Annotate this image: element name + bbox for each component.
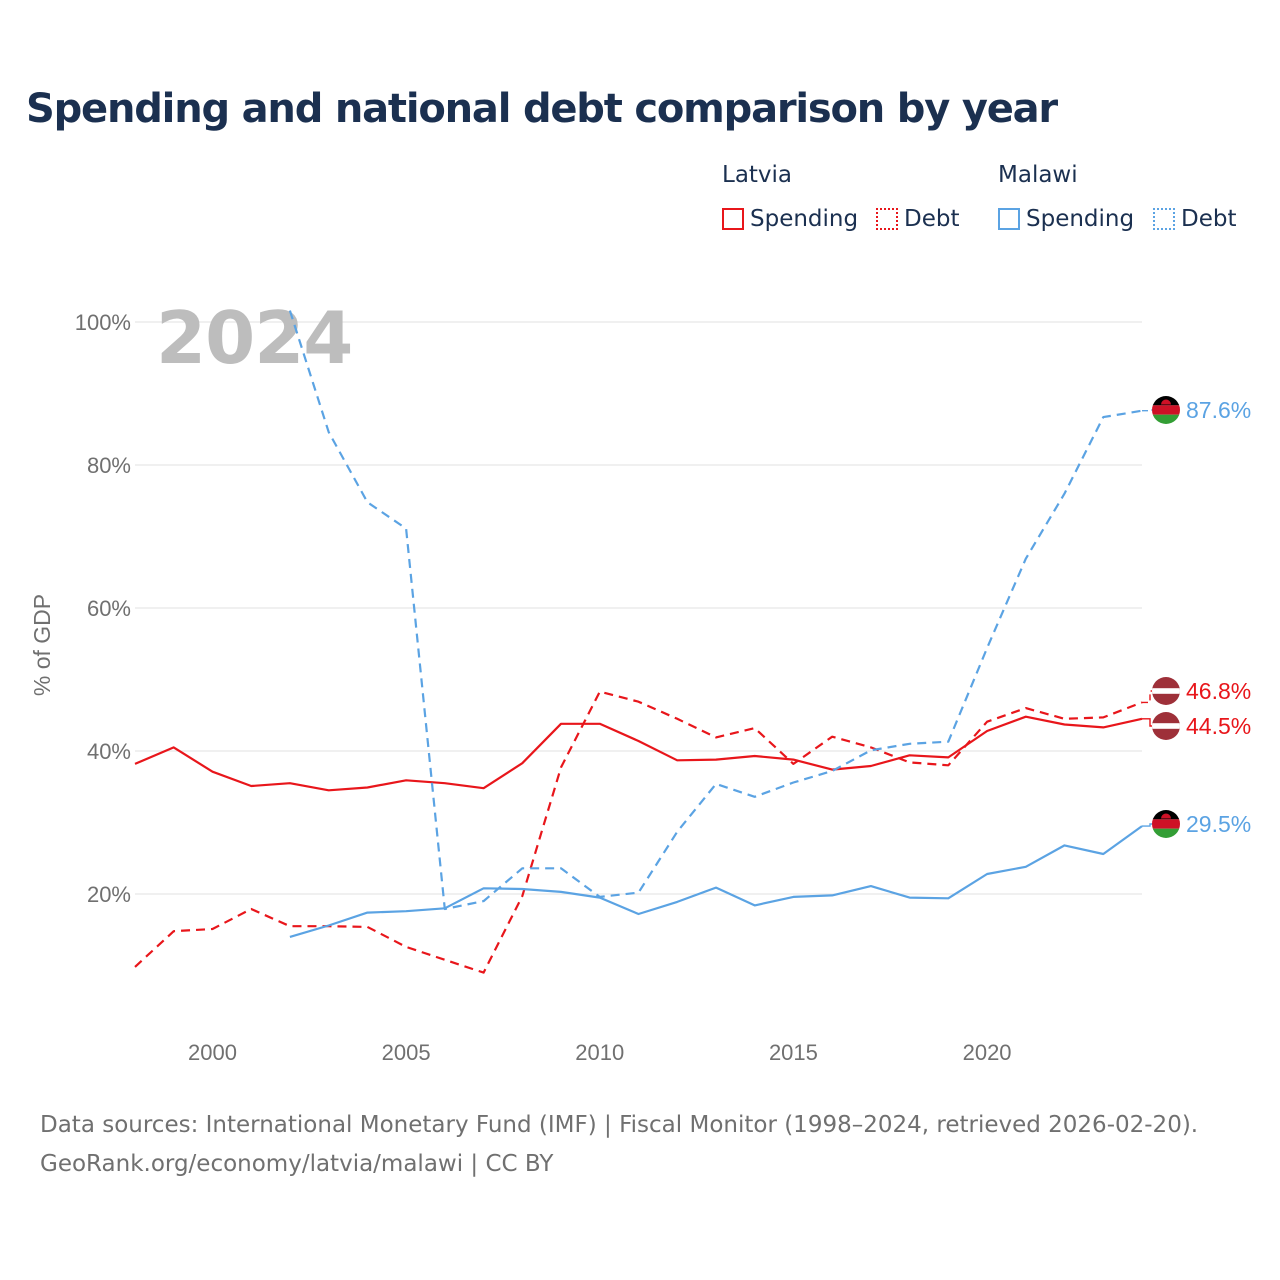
legend-label: Spending [1026,206,1135,232]
legend-swatch-solid [998,208,1020,230]
end-value-label: 29.5% [1186,811,1251,837]
footer: Data sources: International Monetary Fun… [40,1106,1198,1184]
data-source-note: Data sources: International Monetary Fun… [40,1112,1199,1138]
legend-swatch-solid [722,208,744,230]
legend-label: Spending [750,206,859,232]
x-tick-label: 2005 [382,1040,431,1065]
end-label-connector [1142,823,1152,827]
flag-malawi-icon [1152,810,1180,838]
x-axis: 2000 2005 2010 2015 2020 [188,1040,1012,1065]
legend-group-malawi: Malawi [998,162,1078,188]
series-line-latvia-spending[interactable] [134,715,1143,792]
end-value-label: 46.8% [1186,678,1251,704]
legend-latvia-spending[interactable]: Spending [722,204,858,234]
y-tick-label: 60% [87,596,131,621]
flag-latvia-icon [1152,677,1180,705]
x-tick-label: 2020 [963,1040,1012,1065]
legend-swatch-dotted [876,208,898,230]
legend-swatch-dotted [1153,208,1175,230]
end-value-label: 44.5% [1186,713,1251,739]
y-tick-label: 100% [75,310,131,335]
year-watermark: 2024 [156,296,352,380]
legend-label: Debt [1181,206,1237,232]
series [134,310,1143,974]
series-line-latvia-debt[interactable] [134,690,1143,974]
attribution: GeoRank.org/economy/latvia/malawi | CC B… [40,1151,554,1177]
y-tick-label: 80% [87,453,131,478]
legend-malawi-spending[interactable]: Spending [998,204,1134,234]
legend-malawi-debt[interactable]: Debt [1153,204,1236,234]
gridlines [135,321,1142,895]
flag-malawi-icon [1152,396,1180,424]
x-tick-label: 2010 [575,1040,624,1065]
y-tick-label: 40% [87,739,131,764]
end-label-connector [1142,718,1152,727]
legend-group-latvia: Latvia [722,162,793,188]
x-tick-label: 2015 [769,1040,818,1065]
end-label-connector [1142,409,1152,412]
legend-label: Debt [904,206,960,232]
series-line-malawi-debt[interactable] [288,310,1143,911]
end-label-connector [1142,690,1152,704]
legend-latvia-debt[interactable]: Debt [876,204,959,234]
x-tick-label: 2000 [188,1040,237,1065]
chart-title: Spending and national debt comparison by… [26,86,1058,132]
series-line-malawi-spending[interactable] [289,825,1143,938]
y-axis: 20% 40% 60% 80% 100% [75,310,131,907]
end-labels: 44.5% 46.8% 29.5% 87.6% [1142,396,1251,838]
y-tick-label: 20% [87,882,131,907]
flag-latvia-icon [1152,712,1180,740]
y-axis-label: % of GDP [29,594,55,696]
end-value-label: 87.6% [1186,397,1251,423]
